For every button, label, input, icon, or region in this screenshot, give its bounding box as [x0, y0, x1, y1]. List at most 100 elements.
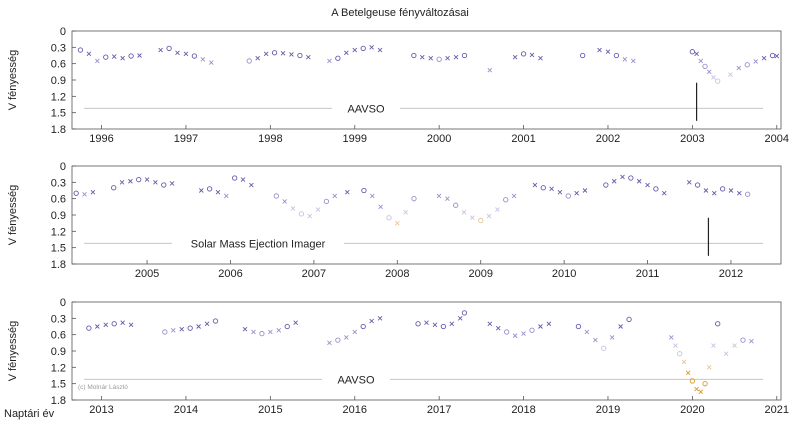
data-point	[120, 55, 125, 61]
x-tick-label: 2012	[719, 268, 743, 280]
y-tick-label: 1.5	[51, 108, 66, 120]
data-point	[736, 190, 742, 196]
x-tick-label: 1997	[174, 133, 198, 145]
panel-annotation: AAVSO	[337, 374, 375, 386]
data-point	[86, 51, 92, 57]
data-point	[73, 190, 79, 196]
data-point	[719, 186, 726, 192]
data-point	[369, 45, 374, 50]
data-point	[335, 337, 341, 343]
x-tick-label: 2020	[680, 404, 704, 416]
panel-2: 0 0.3 0.6 0.9 1.2 1.5 1.8 2005 2006 2007 2008 2009 2…	[7, 161, 782, 280]
data-point	[394, 220, 400, 226]
data-point	[276, 327, 282, 333]
data-point	[511, 193, 517, 199]
data-point	[361, 187, 367, 194]
data-point	[461, 52, 468, 59]
panel-1: 0 0.3 0.6 0.9 1.2 1.5 1.8 1996 1997 1998 1999 2000 2…	[7, 26, 789, 145]
data-point	[698, 58, 704, 64]
data-point	[503, 197, 509, 203]
x-tick-label: 2008	[385, 268, 409, 280]
data-point	[187, 325, 193, 331]
data-point	[323, 198, 330, 205]
data-point	[453, 54, 459, 60]
data-point	[436, 193, 442, 199]
data-point	[538, 55, 543, 61]
data-point	[774, 53, 780, 59]
plot-frame	[71, 30, 782, 130]
data-point	[378, 204, 383, 210]
data-point	[128, 322, 134, 328]
data-point	[582, 188, 588, 193]
data-point	[191, 53, 198, 59]
data-point	[284, 323, 290, 330]
data-point	[166, 45, 172, 52]
data-point	[620, 174, 625, 180]
data-point	[183, 51, 189, 57]
data-point	[327, 340, 332, 346]
data-point	[703, 188, 709, 193]
data-point	[289, 52, 294, 57]
data-point	[487, 67, 493, 73]
data-point	[273, 193, 280, 199]
data-point	[529, 52, 535, 58]
data-point	[622, 56, 628, 62]
data-point	[461, 310, 468, 316]
data-point	[136, 176, 142, 183]
data-point	[411, 196, 417, 202]
data-point	[736, 65, 742, 71]
y-axis-label: V fényesség	[7, 50, 19, 111]
data-point	[668, 335, 674, 340]
data-point	[215, 189, 221, 195]
data-point	[200, 56, 206, 62]
data-point	[436, 56, 442, 62]
data-point	[723, 351, 729, 357]
x-tick-label: 1998	[258, 133, 282, 145]
data-point	[549, 186, 554, 192]
data-point	[198, 188, 204, 193]
y-tick-label: 0	[60, 26, 66, 38]
x-tick-label: 2013	[89, 404, 113, 416]
data-point	[740, 337, 746, 343]
data-point	[686, 180, 692, 185]
data-point	[259, 330, 265, 337]
data-point	[128, 178, 133, 184]
data-point	[574, 190, 579, 196]
data-point	[403, 209, 408, 215]
data-point	[386, 215, 392, 221]
panel-annotation: AAVSO	[347, 103, 385, 115]
y-tick-label: 0.6	[51, 330, 66, 342]
data-point	[268, 329, 273, 335]
x-tick-label: 2001	[511, 133, 535, 145]
data-point	[360, 45, 366, 52]
data-point	[424, 320, 429, 326]
data-point	[628, 175, 634, 181]
data-point	[377, 47, 383, 53]
y-tick-label: 1.8	[51, 259, 66, 271]
y-axis-label: V fényesség	[7, 185, 19, 246]
data-point	[711, 74, 716, 80]
data-point	[521, 331, 526, 336]
data-point	[449, 321, 455, 327]
data-point	[360, 323, 366, 330]
data-point	[681, 359, 687, 365]
data-point	[271, 50, 278, 56]
data-point	[103, 54, 109, 60]
x-tick-label: 2021	[765, 404, 789, 416]
x-tick-label: 2003	[680, 133, 704, 145]
data-point	[419, 54, 425, 60]
data-point	[196, 324, 201, 329]
data-point	[520, 51, 527, 57]
y-tick-label: 1.2	[51, 362, 66, 374]
data-point	[689, 378, 696, 384]
data-point	[369, 193, 375, 199]
data-point	[344, 189, 350, 195]
data-point	[158, 47, 163, 53]
chart-title: A Betelgeuse fényváltozásai	[331, 7, 469, 19]
data-point	[204, 321, 210, 327]
data-point	[307, 213, 313, 219]
data-point	[232, 175, 238, 181]
plot-frame	[71, 165, 782, 265]
data-point	[445, 55, 450, 61]
x-tick-label: 2004	[765, 133, 789, 145]
